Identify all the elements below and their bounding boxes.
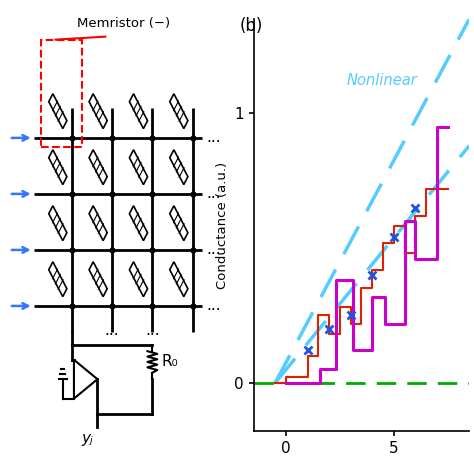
Text: ...: ... [145,323,160,338]
Text: +: + [73,365,84,378]
Y-axis label: Conductance (a.u.): Conductance (a.u.) [216,162,228,289]
Polygon shape [49,150,67,184]
Text: (b): (b) [239,17,263,35]
Polygon shape [170,262,188,297]
Polygon shape [170,206,188,241]
Polygon shape [170,150,188,184]
Polygon shape [170,94,188,128]
Polygon shape [129,206,147,241]
Text: yⱼ: yⱼ [82,431,93,446]
Text: ...: ... [105,323,119,338]
Bar [41,40,82,147]
Text: ...: ... [206,130,221,146]
Text: ...: ... [206,186,221,201]
Polygon shape [89,262,107,297]
Text: −: − [73,382,84,395]
Polygon shape [89,206,107,241]
Polygon shape [49,262,67,297]
Text: R₀: R₀ [161,355,178,369]
Polygon shape [89,150,107,184]
Text: ...: ... [206,299,221,313]
Text: ...: ... [206,242,221,257]
Polygon shape [129,262,147,297]
Polygon shape [129,94,147,128]
Text: Nonlinear: Nonlinear [346,73,417,89]
Polygon shape [89,94,107,128]
Polygon shape [49,94,67,128]
Text: Memristor (−): Memristor (−) [77,17,170,30]
Polygon shape [49,206,67,241]
Polygon shape [74,360,98,399]
Polygon shape [129,150,147,184]
